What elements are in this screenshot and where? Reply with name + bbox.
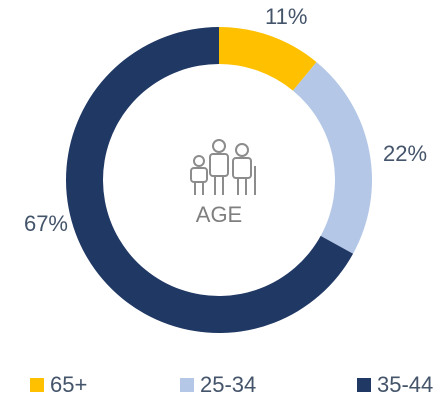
data-label: 67%	[24, 211, 68, 236]
donut-segment	[219, 27, 317, 91]
legend-label: 25-34	[200, 372, 256, 397]
center-label: AGE	[196, 202, 242, 227]
legend-swatch	[30, 378, 44, 392]
donut-segment	[292, 62, 372, 254]
age-icon	[190, 139, 256, 195]
legend-swatch	[180, 378, 194, 392]
legend-label: 65+	[50, 372, 87, 397]
data-label: 22%	[383, 141, 427, 166]
legend-swatch	[357, 378, 371, 392]
legend-label: 35-44	[377, 372, 433, 397]
data-label: 11%	[265, 4, 307, 29]
